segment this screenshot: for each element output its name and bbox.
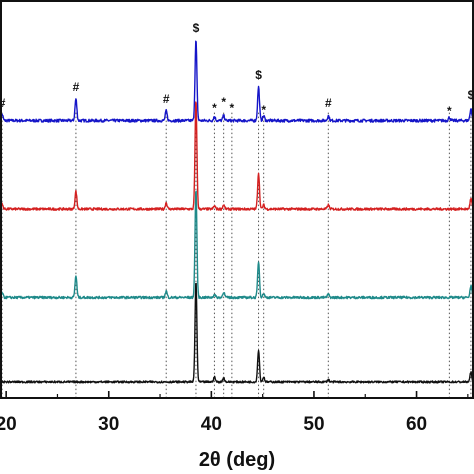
- x-tick-label: 40: [201, 414, 222, 435]
- x-tick-label: 50: [303, 414, 324, 435]
- peak-marker: *: [261, 103, 266, 117]
- peak-marker: #: [0, 96, 6, 110]
- peak-marker: $: [255, 68, 262, 82]
- reference-lines: [1, 112, 472, 398]
- series-line-2: [0, 101, 474, 211]
- series-line-4: [0, 282, 474, 384]
- x-axis-title: 2θ (deg): [199, 449, 275, 471]
- peak-marker: *: [221, 95, 226, 109]
- series-line-3: [0, 190, 474, 300]
- series-layer: [0, 40, 474, 384]
- peak-marker: *: [447, 104, 452, 118]
- x-ticks: 20 30 40 50 60: [0, 391, 469, 435]
- series-line-1: [0, 40, 474, 123]
- peak-marker: #: [325, 96, 332, 110]
- peak-marker: *: [230, 101, 235, 115]
- peak-marker: #: [163, 92, 170, 106]
- peak-marker: $: [468, 88, 474, 102]
- x-tick-label: 20: [0, 414, 17, 435]
- peak-markers: # # # $ * * * $ * # * $: [0, 21, 474, 118]
- peak-marker: #: [73, 80, 80, 94]
- x-tick-label: 30: [98, 414, 119, 435]
- peak-marker: $: [193, 21, 200, 35]
- x-tick-label: 60: [406, 414, 427, 435]
- peak-marker: *: [212, 101, 217, 115]
